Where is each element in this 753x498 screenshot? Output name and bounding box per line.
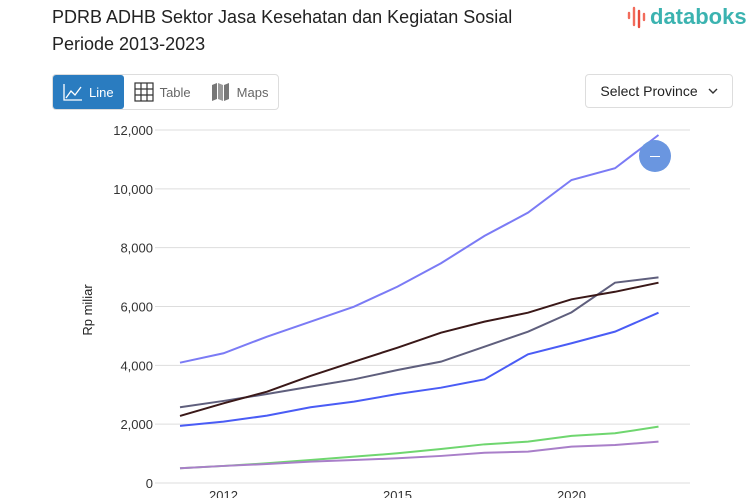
chart-title: PDRB ADHB Sektor Jasa Kesehatan dan Kegi… <box>52 4 512 58</box>
tab-line[interactable]: Line <box>53 75 124 109</box>
y-tick-label: 2,000 <box>120 417 153 432</box>
view-tabs: Line Table Maps <box>52 74 280 110</box>
line-chart-icon <box>63 84 82 101</box>
tab-maps-label: Maps <box>236 84 269 100</box>
series-line-6[interactable] <box>179 440 659 470</box>
series-line-5[interactable] <box>179 425 659 470</box>
y-axis-label: Rp miliar <box>80 284 95 336</box>
x-tick-label: 2012 <box>209 488 238 498</box>
y-tick-label: 10,000 <box>113 182 153 197</box>
province-select[interactable]: Select Province <box>585 74 733 108</box>
y-tick-label: 4,000 <box>120 358 153 373</box>
series-line-3[interactable] <box>179 281 659 417</box>
y-tick-label: 6,000 <box>120 300 153 315</box>
logo-text: databoks <box>650 4 747 29</box>
chart-title-line1: PDRB ADHB Sektor Jasa Kesehatan dan Kegi… <box>52 7 513 27</box>
y-tick-label: 12,000 <box>113 123 153 138</box>
series-line-1[interactable] <box>179 134 660 364</box>
x-tick-label: 2015 <box>383 488 412 498</box>
minus-icon <box>650 155 660 157</box>
tab-table-label: Table <box>159 84 191 100</box>
logo-bars-icon <box>627 6 646 29</box>
tab-table[interactable]: Table <box>124 75 201 109</box>
chart-title-line2: Periode 2013-2023 <box>52 34 206 54</box>
y-tick-label: 0 <box>146 476 153 491</box>
collapse-button[interactable] <box>639 140 671 172</box>
province-select-label: Select Province <box>600 83 698 99</box>
table-icon <box>133 82 154 102</box>
x-tick-label: 2020 <box>557 488 586 498</box>
databoks-logo[interactable]: databoks <box>626 4 747 30</box>
series-line-4[interactable] <box>179 311 659 427</box>
map-icon <box>211 83 229 101</box>
series-line-2[interactable] <box>179 276 659 409</box>
y-tick-label: 8,000 <box>120 241 153 256</box>
tab-maps[interactable]: Maps <box>201 75 279 109</box>
tab-line-label: Line <box>89 84 114 100</box>
chevron-down-icon <box>708 88 718 94</box>
